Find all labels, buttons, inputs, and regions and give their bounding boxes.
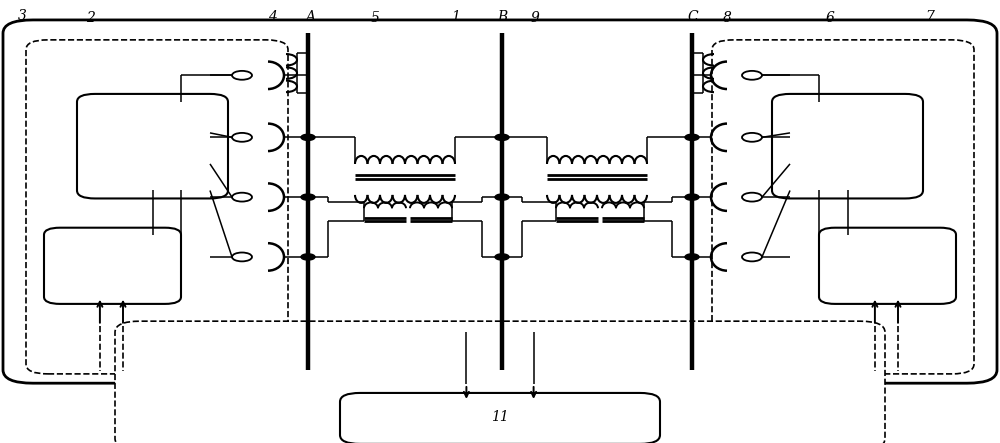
Text: A: A — [305, 10, 315, 24]
FancyBboxPatch shape — [26, 40, 288, 374]
Text: 11: 11 — [491, 410, 509, 424]
Text: 7: 7 — [926, 10, 934, 24]
Circle shape — [685, 254, 699, 260]
FancyBboxPatch shape — [115, 321, 885, 443]
Circle shape — [685, 134, 699, 140]
FancyBboxPatch shape — [77, 94, 228, 198]
Text: 6: 6 — [826, 11, 834, 25]
Text: 2: 2 — [86, 11, 94, 25]
Circle shape — [685, 194, 699, 200]
FancyBboxPatch shape — [44, 228, 181, 304]
Circle shape — [495, 254, 509, 260]
Circle shape — [495, 134, 509, 140]
FancyBboxPatch shape — [712, 40, 974, 374]
Text: 4: 4 — [268, 10, 276, 24]
Circle shape — [301, 194, 315, 200]
FancyBboxPatch shape — [3, 20, 997, 383]
Text: B: B — [497, 10, 507, 24]
Text: 9: 9 — [531, 11, 539, 25]
Text: C: C — [688, 10, 698, 24]
FancyBboxPatch shape — [772, 94, 923, 198]
Text: 8: 8 — [723, 11, 731, 25]
FancyBboxPatch shape — [340, 393, 660, 443]
Circle shape — [301, 254, 315, 260]
FancyBboxPatch shape — [819, 228, 956, 304]
Circle shape — [301, 134, 315, 140]
Text: 3: 3 — [18, 8, 26, 23]
Text: 1: 1 — [451, 10, 459, 24]
Circle shape — [495, 194, 509, 200]
Text: 5: 5 — [371, 11, 379, 25]
